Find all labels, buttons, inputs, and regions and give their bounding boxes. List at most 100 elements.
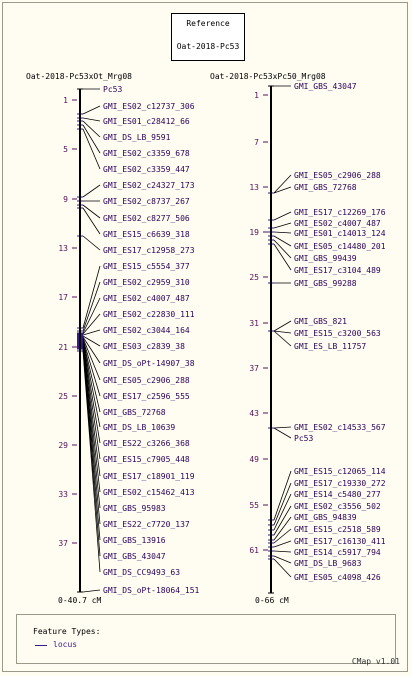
map1-tick-label: 1 (63, 96, 68, 105)
map2-feature-label[interactable]: GMI_GBS_94839 (294, 513, 357, 522)
map1-feature-label[interactable]: GMI_ES02_c24327_173 (103, 181, 195, 190)
map2-feature-connector (273, 239, 292, 259)
map2-feature-connector (273, 516, 292, 541)
reference-map-name[interactable]: Oat-2018-Pc53 (176, 42, 240, 51)
map1-feature-label[interactable]: GMI_ES15_c6639_318 (103, 230, 190, 239)
map2-feature-label[interactable]: GMI_ES15_c3200_563 (294, 329, 381, 338)
map1-feature-connector (82, 350, 101, 573)
map1-feature-label[interactable]: Pc53 (103, 85, 122, 94)
map2-feature-label[interactable]: GMI_ES17_c3104_489 (294, 266, 381, 275)
map1-feature-label[interactable]: GMI_GBS_43047 (103, 552, 166, 561)
map1-feature-label[interactable]: GMI_DS_CC9493_63 (103, 568, 180, 577)
map2-feature-label[interactable]: GMI_ES01_c14013_124 (294, 229, 386, 238)
map1-tick-label: 29 (58, 441, 68, 450)
map2-feature-label[interactable]: GMI_GBS_43047 (294, 82, 357, 91)
map1-feature-connector (82, 117, 101, 122)
map2-tick-label: 31 (249, 319, 259, 328)
map2-feature-label[interactable]: GMI_ES02_c4007_487 (294, 219, 381, 228)
map1-feature-label[interactable]: GMI_ES02_c8737_267 (103, 197, 190, 206)
map2-feature-label[interactable]: GMI_GBS_99288 (294, 279, 357, 288)
map1-feature-label[interactable]: GMI_ES02_c22830_111 (103, 310, 195, 319)
map1-name[interactable]: Oat-2018-Pc53xOt_Mrg08 (26, 72, 132, 81)
map1-tick-label: 17 (58, 293, 68, 302)
map1-feature-label[interactable]: GMI_ES03_c2839_38 (103, 342, 185, 351)
map1-feature-label[interactable]: GMI_ES02_c3044_164 (103, 326, 190, 335)
map2-range-label: 0-66 cM (255, 596, 289, 605)
map1-feature-label[interactable]: GMI_ES01_c28412_66 (103, 117, 190, 126)
map2-tick-label: 25 (249, 273, 259, 282)
map2-tick-label: 43 (249, 409, 259, 418)
map1-feature-connector (82, 339, 101, 413)
map1-tick-label: 21 (58, 343, 68, 352)
map1-feature-label[interactable]: GMI_ES02_c8277_506 (103, 214, 190, 223)
map1-feature-connector (82, 337, 101, 381)
map2-feature-connector (273, 222, 292, 229)
map2-feature-label[interactable]: GMI_ES17_c19330_272 (294, 479, 386, 488)
map1-feature-label[interactable]: GMI_DS_oPt-18064_151 (103, 586, 200, 595)
map1-feature-connector (82, 313, 101, 335)
map2-tick-label: 13 (249, 183, 259, 192)
reference-box[interactable]: Reference Oat-2018-Pc53 (171, 13, 245, 61)
map1-feature-label[interactable]: GMI_GBS_72768 (103, 408, 166, 417)
map2-feature-label[interactable]: GMI_ES02_c3556_502 (294, 502, 381, 511)
map1-feature-connector (82, 589, 101, 593)
map2-feature-label[interactable]: GMI_ES02_c14533_567 (294, 423, 386, 432)
map1-feature-label[interactable]: GMI_ES02_c4007_487 (103, 294, 190, 303)
map1-feature-connector (82, 120, 101, 138)
map2-feature-label[interactable]: GMI_ES_LB_11757 (294, 342, 366, 351)
map1-feature-label[interactable]: GMI_ES17_c12958_273 (103, 246, 195, 255)
map2-feature-connector (273, 528, 292, 544)
map2-feature-label[interactable]: GMI_GBS_72768 (294, 183, 357, 192)
map1-feature-label[interactable]: GMI_ES22_c7720_137 (103, 520, 190, 529)
map1-feature-label[interactable]: GMI_DS_LB_10639 (103, 423, 175, 432)
map1-feature-connector (82, 235, 101, 251)
map1-feature-connector (82, 338, 101, 397)
map1-feature-label[interactable]: GMI_ES15_c7905_448 (103, 455, 190, 464)
map1-feature-connector (82, 265, 101, 329)
map1-feature-label[interactable]: GMI_DS_oPt-14907_38 (103, 359, 195, 368)
map2-tick-label: 37 (249, 364, 259, 373)
map1-feature-label[interactable]: GMI_GBS_13916 (103, 536, 166, 545)
map2-feature-connector (273, 426, 292, 429)
map1-tick-label: 37 (58, 539, 68, 548)
map1-feature-connector (82, 335, 101, 347)
map2-feature-label[interactable]: GMI_ES14_c5917_794 (294, 548, 381, 557)
map1-feature-label[interactable]: GMI_ES15_c5554_377 (103, 262, 190, 271)
map2-feature-connector (273, 493, 292, 531)
map1-feature-label[interactable]: GMI_ES22_c3266_368 (103, 439, 190, 448)
map2-feature-label[interactable]: GMI_GBS_821 (294, 317, 347, 326)
map2-feature-label[interactable]: GMI_ES05_c2906_288 (294, 171, 381, 180)
map1-feature-connector (82, 124, 101, 154)
map2-feature-label[interactable]: Pc53 (294, 434, 313, 443)
map2-feature-label[interactable]: GMI_DS_LB_9683 (294, 559, 362, 568)
map1-feature-connector (82, 105, 101, 115)
map1-feature-label[interactable]: GMI_DS_LB_9591 (103, 133, 171, 142)
map2-feature-connector (273, 330, 292, 347)
map1-feature-label[interactable]: GMI_ES02_c3359_678 (103, 149, 190, 158)
map2-feature-connector (273, 174, 292, 194)
map1-feature-connector (82, 297, 101, 334)
map2-feature-label[interactable]: GMI_GBS_99439 (294, 254, 357, 263)
map1-feature-label[interactable]: GMI_ES02_c12737_306 (103, 102, 195, 111)
map1-feature-label[interactable]: GMI_ES17_c2596_555 (103, 392, 190, 401)
map1-feature-label[interactable]: GMI_ES05_c2906_288 (103, 376, 190, 385)
map2-feature-label[interactable]: GMI_ES05_c4098_426 (294, 573, 381, 582)
map1-feature-label[interactable]: GMI_ES02_c15462_413 (103, 488, 195, 497)
map1-feature-label[interactable]: GMI_ES02_c3359_447 (103, 165, 190, 174)
map1-feature-connector (82, 340, 101, 428)
map2-feature-label[interactable]: GMI_ES17_c12269_176 (294, 208, 386, 217)
map1-feature-label[interactable]: GMI_ES02_c2959_310 (103, 278, 190, 287)
map2-tick-label: 7 (254, 138, 259, 147)
map2-feature-label[interactable]: GMI_ES14_c5480_277 (294, 490, 381, 499)
map1-tick-label: 25 (58, 392, 68, 401)
map2-feature-connector (273, 211, 292, 221)
map2-feature-label[interactable]: GMI_ES05_c14480_201 (294, 242, 386, 251)
map2-feature-label[interactable]: GMI_ES17_c16130_411 (294, 537, 386, 546)
map2-feature-label[interactable]: GMI_ES15_c12065_114 (294, 467, 386, 476)
map2-name[interactable]: Oat-2018-Pc53xPc50_Mrg08 (210, 72, 326, 81)
map2-feature-label[interactable]: GMI_ES15_c2518_589 (294, 525, 381, 534)
map2-feature-connector (273, 231, 292, 234)
map1-feature-label[interactable]: GMI_GBS_95983 (103, 504, 166, 513)
map1-feature-label[interactable]: GMI_ES17_c18901_119 (103, 472, 195, 481)
map2-feature-connector (273, 320, 292, 332)
